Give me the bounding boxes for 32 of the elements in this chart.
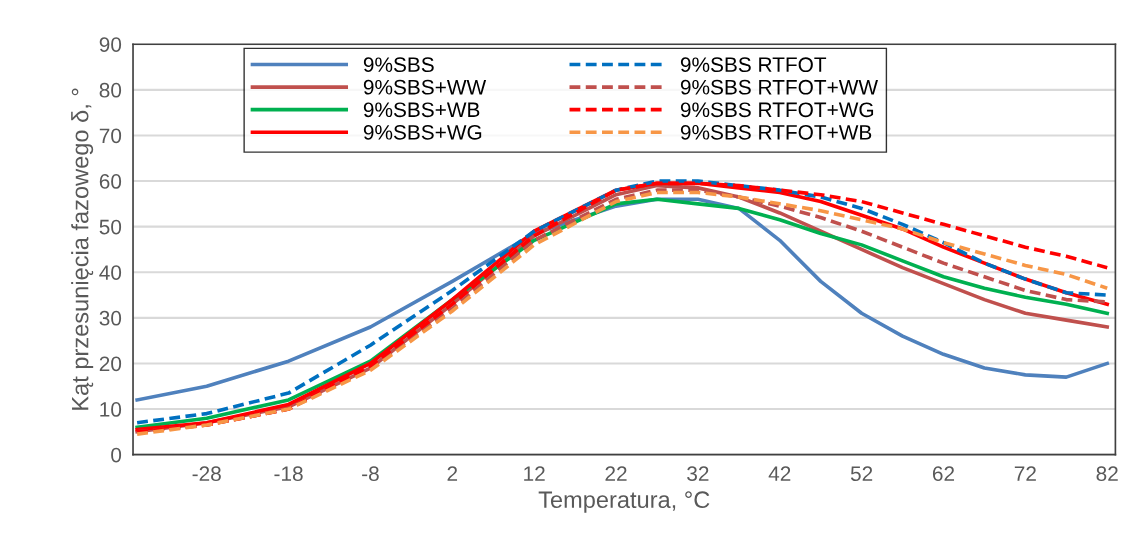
x-tick-label: 42 xyxy=(768,466,791,481)
x-tick-label: 22 xyxy=(605,466,627,481)
x-tick-label: 52 xyxy=(850,466,873,482)
legend-label: 9%SBS+WG xyxy=(363,124,482,140)
y-tick-label: 90 xyxy=(99,37,122,52)
legend-label: 9%SBS RTFOT+WG xyxy=(680,102,874,118)
x-tick-label: 12 xyxy=(524,466,545,481)
legend-label: 9%SBS+WB xyxy=(363,102,480,118)
y-tick-label: 40 xyxy=(99,265,122,280)
legend-label: 9%SBS RTFOT+WW xyxy=(680,79,878,95)
y-tick-label: 0 xyxy=(111,447,122,463)
x-tick-label: 2 xyxy=(447,466,458,481)
y-tick-label: 10 xyxy=(100,402,122,417)
y-tick-label: 80 xyxy=(99,82,122,98)
y-tick-label: 50 xyxy=(99,219,122,235)
x-tick-label: 72 xyxy=(1014,466,1036,481)
legend-label: 9%SBS xyxy=(363,57,434,73)
x-tick-label: 62 xyxy=(932,466,955,482)
x-tick-label: 32 xyxy=(687,466,709,482)
legend-label: 9%SBS RTFOT+WB xyxy=(680,124,872,140)
x-tick-label: -28 xyxy=(192,466,221,482)
x-tick-label: 82 xyxy=(1096,466,1118,482)
x-tick-label: -18 xyxy=(274,466,303,482)
legend-label: 9%SBS+WW xyxy=(363,79,487,95)
y-axis-title: Kąt przesunięcia fazowego δ, ° xyxy=(71,88,94,410)
y-tick-label: 30 xyxy=(99,310,122,326)
x-axis-title: Temperatura, °C xyxy=(538,491,710,513)
y-tick-label: 70 xyxy=(99,128,122,144)
y-tick-label: 20 xyxy=(99,356,122,372)
x-tick-label: -8 xyxy=(362,466,379,482)
legend-label: 9%SBS RTFOT xyxy=(680,57,827,73)
y-tick-label: 60 xyxy=(99,174,122,189)
